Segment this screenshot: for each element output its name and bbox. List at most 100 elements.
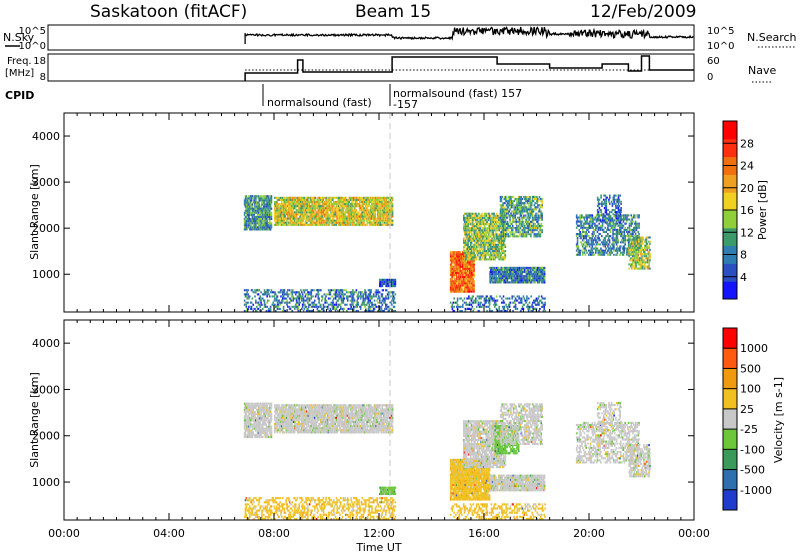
range-gate-cell <box>380 285 383 288</box>
range-gate-cell <box>340 203 343 206</box>
range-gate-cell <box>256 213 259 216</box>
range-gate-cell <box>527 273 529 276</box>
range-gate-cell <box>336 196 338 199</box>
range-gate-cell <box>385 285 388 288</box>
range-gate-cell <box>369 301 372 304</box>
range-gate-cell <box>495 273 497 276</box>
range-gate-cell <box>319 198 322 201</box>
range-gate-cell <box>270 289 273 292</box>
range-gate-cell <box>489 258 492 261</box>
range-gate-cell <box>251 209 254 212</box>
range-gate-cell <box>543 277 546 280</box>
range-gate-cell <box>341 200 344 204</box>
range-gate-cell <box>516 206 518 209</box>
range-gate-cell <box>279 213 281 216</box>
range-gate-cell <box>494 252 496 255</box>
range-gate-cell <box>469 235 472 238</box>
range-gate-cell <box>536 222 539 225</box>
range-gate-cell <box>312 205 315 208</box>
range-gate-cell <box>468 267 471 270</box>
range-gate-cell <box>314 205 317 208</box>
range-gate-cell <box>481 221 483 224</box>
range-gate-cell <box>265 220 268 223</box>
range-gate-cell <box>503 220 505 223</box>
range-gate-cell <box>381 295 384 298</box>
range-gate-cell <box>487 245 489 248</box>
range-gate-cell <box>531 197 534 201</box>
range-gate-cell <box>335 215 338 218</box>
range-gate-cell <box>295 301 298 304</box>
range-gate-cell <box>477 221 480 224</box>
range-gate-cell <box>281 289 283 292</box>
range-gate-cell <box>366 297 369 300</box>
range-gate-cell <box>468 263 471 266</box>
range-gate-cell <box>256 301 259 304</box>
range-gate-cell <box>360 196 363 199</box>
range-gate-cell <box>390 205 392 208</box>
range-gate-cell <box>334 196 337 199</box>
range-gate-cell <box>259 220 262 223</box>
range-gate-cell <box>312 207 314 210</box>
range-gate-cell <box>528 233 530 236</box>
range-gate-cell <box>294 303 297 306</box>
range-gate-cell <box>323 196 325 199</box>
range-gate-cell <box>343 211 345 214</box>
range-gate-cell <box>538 279 541 282</box>
range-gate-cell <box>456 263 459 266</box>
range-gate-cell <box>377 196 379 199</box>
range-gate-cell <box>351 219 353 222</box>
range-gate-cell <box>318 213 320 216</box>
range-gate-cell <box>393 282 396 286</box>
range-gate-cell <box>527 279 529 282</box>
range-gate-cell <box>515 275 517 278</box>
range-gate-cell <box>494 214 496 217</box>
date-title: 12/Feb/2009 <box>590 2 696 22</box>
range-gate-cell <box>348 221 351 224</box>
range-gate-cell <box>265 211 268 214</box>
range-gate-cell <box>310 305 313 308</box>
range-gate-cell <box>270 207 273 210</box>
range-gate-cell <box>380 211 383 214</box>
range-gate-cell <box>491 225 494 228</box>
range-gate-cell <box>504 275 507 278</box>
range-gate-cell <box>516 220 518 223</box>
range-gate-cell <box>284 297 287 300</box>
range-gate-cell <box>484 258 487 261</box>
range-gate-cell <box>500 281 503 284</box>
range-gate-cell <box>518 266 521 269</box>
range-gate-cell <box>479 256 482 259</box>
range-gate-cell <box>475 241 478 244</box>
range-gate-cell <box>316 221 319 224</box>
range-gate-cell <box>255 289 258 292</box>
range-gate-cell <box>309 303 312 306</box>
range-gate-cell <box>521 224 524 228</box>
range-gate-cell <box>543 275 546 278</box>
range-gate-cell <box>528 222 530 225</box>
range-gate-cell <box>489 266 491 269</box>
range-gate-cell <box>479 221 482 224</box>
range-gate-cell <box>454 255 456 258</box>
range-gate-cell <box>513 233 516 236</box>
range-gate-cell <box>243 218 246 221</box>
range-gate-cell <box>351 215 353 218</box>
range-gate-cell <box>537 271 540 274</box>
range-gate-cell <box>377 209 379 212</box>
range-gate-cell <box>304 289 307 292</box>
range-gate-cell <box>493 239 495 242</box>
range-gate-cell <box>490 254 493 257</box>
range-gate-cell <box>469 245 472 248</box>
range-gate-cell <box>533 281 536 284</box>
range-gate-cell <box>531 200 534 203</box>
range-gate-cell <box>524 233 527 236</box>
range-gate-cell <box>288 200 291 204</box>
range-gate-cell <box>244 199 247 202</box>
range-gate-cell <box>294 203 297 206</box>
range-gate-cell <box>459 273 462 277</box>
range-gate-cell <box>367 211 370 214</box>
range-gate-cell <box>267 309 269 312</box>
range-gate-cell <box>507 229 510 232</box>
range-gate-cell <box>523 235 525 238</box>
range-gate-cell <box>466 258 469 261</box>
range-gate-cell <box>482 239 484 242</box>
